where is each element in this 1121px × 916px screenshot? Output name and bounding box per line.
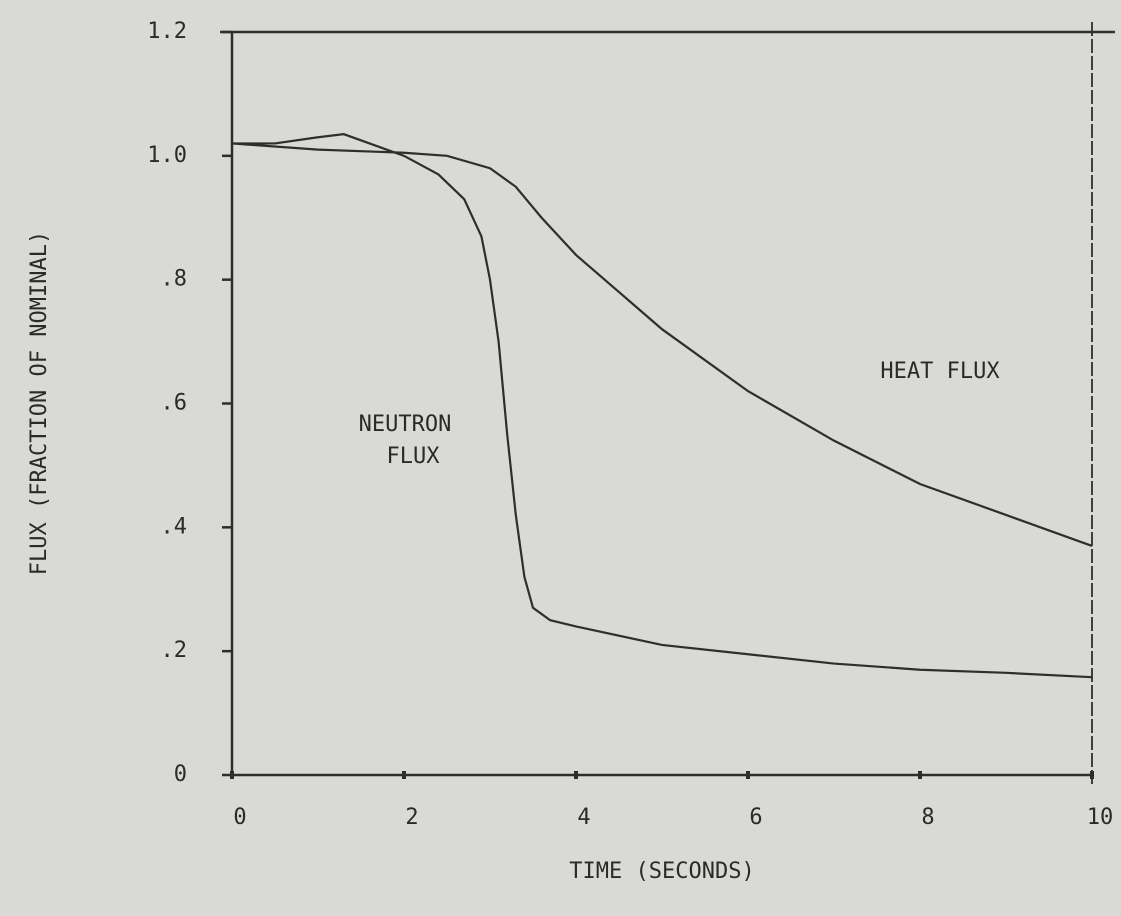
- x-tick-label: 2: [405, 805, 418, 830]
- x-axis-label: TIME (SECONDS): [569, 859, 754, 884]
- series-line: [231, 142, 1093, 547]
- series-label: FLUX: [387, 444, 441, 469]
- x-tick-label: 4: [577, 805, 590, 830]
- y-tick-label: .2: [161, 638, 188, 663]
- y-axis-label: FLUX (FRACTION OF NOMINAL): [27, 231, 52, 575]
- y-tick-label: .4: [161, 514, 188, 539]
- y-tick-label: 1.2: [147, 19, 187, 44]
- y-tick-label: .6: [161, 391, 188, 416]
- x-tick-label: 10: [1087, 805, 1114, 830]
- x-tick-label: 0: [233, 805, 246, 830]
- x-tick-label: 6: [749, 805, 762, 830]
- y-tick-label: 1.0: [147, 143, 187, 168]
- x-tick-label: 8: [921, 805, 934, 830]
- series-label: HEAT FLUX: [880, 359, 1000, 384]
- series-label: NEUTRON: [359, 412, 452, 437]
- series-line: [232, 133, 1093, 679]
- y-tick-label: 0: [174, 762, 187, 787]
- y-tick-label: .8: [161, 267, 188, 292]
